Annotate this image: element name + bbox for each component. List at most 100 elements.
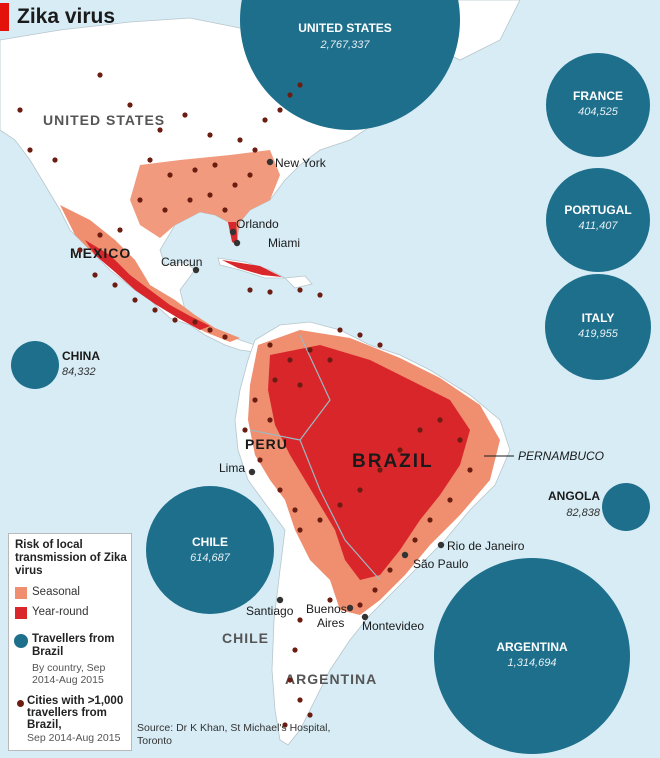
traveller-city-dot: [182, 112, 188, 118]
traveller-city-dot: [282, 722, 288, 728]
legend-travellers-sub: By country, Sep 2014-Aug 2015: [32, 662, 106, 686]
traveller-city-dot: [297, 697, 303, 703]
traveller-city-dot: [97, 72, 103, 78]
traveller-city-dot: [292, 507, 298, 513]
legend: Risk of local transmission of Zika virus…: [8, 533, 132, 751]
legend-year-round-swatch: [15, 607, 27, 619]
legend-year-round-label: Year-round: [32, 606, 89, 618]
country-label-peru: PERU: [245, 436, 288, 452]
bubble-value-us: 2,767,337: [320, 39, 371, 51]
legend-cities-prefix: Cities with: [27, 695, 85, 707]
traveller-city-dot: [52, 157, 58, 163]
mexico-year-round-zone: [85, 240, 210, 330]
traveller-city-dot: [372, 587, 378, 593]
traveller-city-dot: [252, 397, 258, 403]
bubble-china[interactable]: [11, 341, 59, 389]
bubble-united-states[interactable]: [240, 0, 460, 130]
traveller-city-dot: [222, 207, 228, 213]
bubble-label-angola: ANGOLA: [548, 489, 600, 503]
bubble-value-italy: 419,955: [578, 328, 619, 340]
bubble-label-italy: ITALY: [582, 311, 615, 325]
source-note: Source: Dr K Khan, St Michael's Hospital…: [137, 722, 331, 747]
bubble-value-angola: 82,838: [566, 507, 601, 519]
legend-cities-title-text: >1,000 travellers from Brazil,: [27, 695, 124, 731]
traveller-city-dot: [297, 82, 303, 88]
brazil-border: [249, 334, 381, 581]
traveller-city-dot: [262, 117, 268, 123]
traveller-city-dot: [427, 517, 433, 523]
city-label-santiago: Santiago: [246, 604, 294, 618]
traveller-city-dot: [307, 347, 313, 353]
page-title: Zika virus: [17, 5, 116, 28]
traveller-city-dot: [167, 172, 173, 178]
bubble-chile[interactable]: [146, 486, 274, 614]
traveller-city-dot: [267, 342, 273, 348]
traveller-city-dot: [397, 447, 403, 453]
city-marker-cancun: [192, 266, 200, 274]
traveller-city-dots: [17, 72, 473, 728]
bubble-value-chile: 614,687: [190, 552, 231, 564]
traveller-city-dot: [412, 537, 418, 543]
city-label-buenos-aires-2: Aires: [317, 616, 344, 630]
traveller-city-dot: [307, 712, 313, 718]
traveller-city-dot: [17, 107, 23, 113]
traveller-city-dot: [127, 102, 133, 108]
city-label-rio: Rio de Janeiro: [447, 539, 525, 553]
traveller-city-dot: [137, 197, 143, 203]
sa-year-round-zone: [268, 345, 470, 580]
traveller-city-dot: [247, 287, 253, 293]
traveller-city-dot: [292, 647, 298, 653]
traveller-city-dot: [297, 527, 303, 533]
city-marker-rio: [437, 541, 445, 549]
traveller-city-dot: [267, 289, 273, 295]
legend-seasonal-label: Seasonal: [32, 586, 80, 598]
traveller-city-dot: [212, 162, 218, 168]
traveller-city-dot: [287, 92, 293, 98]
traveller-city-dot: [417, 427, 423, 433]
traveller-city-dot: [152, 307, 158, 313]
bubble-value-portugal: 411,407: [579, 220, 619, 232]
traveller-city-dot: [337, 502, 343, 508]
country-label-chile: CHILE: [222, 630, 269, 646]
traveller-city-dot: [207, 192, 213, 198]
traveller-city-dot: [297, 287, 303, 293]
mexico-seasonal-zone: [60, 205, 240, 342]
traveller-city-dot: [437, 417, 443, 423]
city-label-buenos-aires-1: Buenos: [306, 602, 347, 616]
city-label-lima: Lima: [219, 461, 245, 475]
bubble-italy[interactable]: [545, 274, 651, 380]
traveller-city-dot: [207, 132, 213, 138]
legend-seasonal-swatch: [15, 587, 27, 599]
city-label-new-york: New York: [275, 156, 327, 170]
bubble-portugal[interactable]: [546, 168, 650, 272]
city-label-orlando: Orlando: [236, 217, 279, 231]
traveller-city-dot: [207, 327, 213, 333]
traveller-city-dot: [327, 597, 333, 603]
traveller-city-dot: [287, 357, 293, 363]
traveller-city-dot: [277, 107, 283, 113]
traveller-city-dot: [297, 382, 303, 388]
bubble-france[interactable]: [546, 53, 650, 157]
traveller-city-dot: [387, 567, 393, 573]
bubble-argentina[interactable]: [434, 558, 630, 754]
country-label-us: UNITED STATES: [43, 112, 165, 128]
traveller-city-dot: [77, 247, 83, 253]
traveller-city-dot: [97, 232, 103, 238]
bubble-angola[interactable]: [602, 483, 650, 531]
title-bar: Zika virus: [0, 0, 115, 34]
traveller-city-dot: [157, 127, 163, 133]
traveller-city-dot: [377, 342, 383, 348]
bubble-label-china: CHINA: [62, 349, 100, 363]
traveller-city-dot: [327, 357, 333, 363]
traveller-city-dot: [272, 377, 278, 383]
traveller-city-dot: [187, 197, 193, 203]
traveller-city-dot: [232, 182, 238, 188]
traveller-city-dot: [252, 147, 258, 153]
bubble-value-argentina: 1,314,694: [508, 657, 557, 669]
bubble-label-argentina: ARGENTINA: [496, 640, 568, 654]
title-accent: [0, 3, 9, 31]
legend-cities-title: Cities with >1,000 travellers from Brazi…: [27, 695, 129, 731]
traveller-city-dot: [357, 487, 363, 493]
bubble-label-france: FRANCE: [573, 89, 623, 103]
country-label-argentina: ARGENTINA: [285, 671, 377, 687]
